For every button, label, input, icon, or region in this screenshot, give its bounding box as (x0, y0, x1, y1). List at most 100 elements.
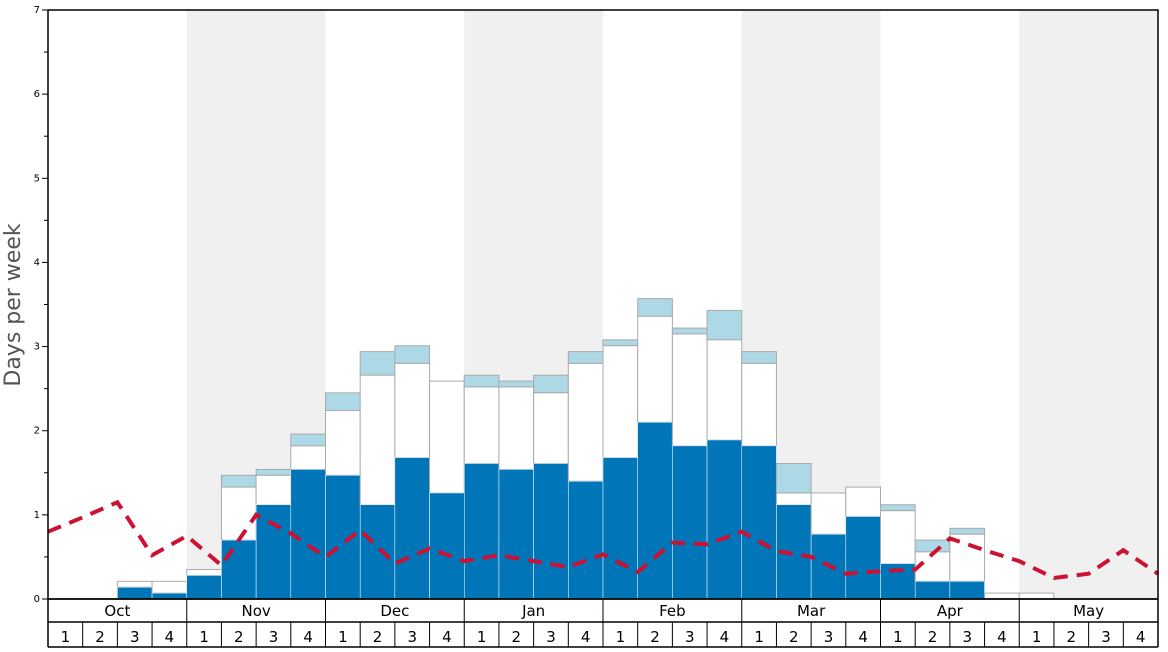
bar-white-segment (186, 569, 222, 576)
bar-light-segment (706, 309, 743, 341)
bar-white-segment (567, 362, 604, 482)
bar-white-segment (255, 474, 292, 506)
dashed-line-series (47, 499, 1160, 581)
bar-white-segment (290, 445, 326, 470)
bar-white-segment (602, 345, 639, 459)
bar-dark-segment (394, 457, 430, 600)
bar-white-segment (325, 410, 361, 476)
week-label: 1 (893, 628, 903, 646)
week-label: 2 (789, 628, 799, 646)
bar-white-segment (706, 339, 743, 441)
bar-dark-segment (117, 586, 153, 600)
bar-white-segment (775, 492, 812, 506)
bar-white-segment (845, 486, 881, 518)
bar-white-segment (394, 362, 431, 459)
dashed-series (47, 499, 1160, 581)
bar-white-segment (810, 492, 847, 535)
week-label: 1 (754, 628, 764, 646)
bar-dark-segment (914, 581, 951, 600)
week-label: 3 (685, 628, 695, 646)
week-label: 2 (95, 628, 105, 646)
y-tick-label: 3 (34, 342, 40, 353)
week-label: 2 (512, 628, 522, 646)
bar-light-segment (359, 351, 396, 376)
bar-dark-segment (464, 463, 500, 600)
bar-white-segment (151, 580, 188, 594)
x-axis-table: Oct 1 2 3 4 Nov 1 2 3 4 Dec 1 2 3 4 Jan 1 2 3 4 Feb 1 2 3 4 Mar 1 2… (47, 598, 1159, 648)
bar-light-segment (220, 474, 257, 488)
y-axis-label: Days per week (1, 223, 26, 386)
bar-white-segment (533, 392, 569, 465)
bar-dark-segment (637, 422, 673, 600)
y-tick-label: 6 (34, 89, 40, 100)
week-label: 2 (234, 628, 244, 646)
week-label: 3 (269, 628, 279, 646)
week-label: 4 (303, 628, 313, 646)
bar-white-segment (463, 386, 500, 465)
month-label-apr: Apr (937, 602, 964, 620)
month-label-dec: Dec (380, 602, 409, 620)
week-label: 4 (720, 628, 730, 646)
bar-white-segment (1018, 592, 1055, 600)
bar-dark-segment (741, 445, 777, 600)
bar-dark-segment (498, 469, 534, 600)
week-label: 4 (165, 628, 175, 646)
y-tick-label: 5 (34, 173, 40, 184)
week-label: 4 (858, 628, 868, 646)
bar-dark-segment (255, 504, 292, 600)
month-label-nov: Nov (241, 602, 270, 620)
bar-dark-segment (845, 516, 881, 600)
y-tick-label: 7 (34, 5, 40, 16)
bar-light-segment (567, 351, 604, 364)
month-label-oct: Oct (104, 602, 130, 620)
week-label: 4 (581, 628, 591, 646)
bar-dark-segment (429, 492, 465, 600)
week-label: 3 (1101, 628, 1111, 646)
month-label-may: May (1073, 602, 1104, 620)
bar-dark-segment (290, 469, 326, 600)
month-shading (186, 10, 1158, 599)
week-label: 3 (962, 628, 972, 646)
week-label: 1 (616, 628, 626, 646)
bar-light-segment (949, 527, 986, 535)
bar-dark-segment (325, 475, 361, 600)
bar-light-segment (498, 380, 535, 388)
bars (116, 298, 1055, 600)
y-tick-label: 4 (34, 257, 40, 268)
bar-light-segment (255, 468, 292, 476)
week-label: 1 (1032, 628, 1042, 646)
bar-white-segment (359, 374, 396, 506)
bar-light-segment (394, 345, 431, 364)
bar-dark-segment (186, 575, 222, 600)
bar-dark-segment (949, 581, 985, 600)
week-label: 3 (824, 628, 834, 646)
bar-dark-segment (221, 539, 257, 600)
week-label: 4 (442, 628, 452, 646)
week-label: 2 (1067, 628, 1077, 646)
bar-light-segment (463, 374, 500, 388)
month-label-jan: Jan (521, 602, 545, 620)
week-label: 1 (61, 628, 71, 646)
bar-dark-segment (672, 445, 708, 600)
bar-light-segment (671, 327, 708, 335)
bar-white-segment (984, 592, 1020, 600)
bar-light-segment (637, 298, 673, 317)
bar-light-segment (602, 339, 639, 347)
bar-white-segment (637, 315, 673, 423)
bar-white-segment (429, 380, 465, 494)
month-label-mar: Mar (797, 602, 826, 620)
week-label: 1 (477, 628, 487, 646)
week-label: 4 (997, 628, 1007, 646)
shade-may (1019, 10, 1158, 599)
bar-dark-segment (151, 592, 187, 600)
bar-white-segment (116, 580, 153, 588)
bar-light-segment (325, 392, 361, 412)
week-label: 2 (650, 628, 660, 646)
bar-white-segment (498, 386, 535, 470)
bar-dark-segment (359, 504, 396, 600)
bar-dark-segment (533, 463, 569, 600)
bar-light-segment (775, 463, 812, 494)
bar-light-segment (290, 433, 326, 447)
